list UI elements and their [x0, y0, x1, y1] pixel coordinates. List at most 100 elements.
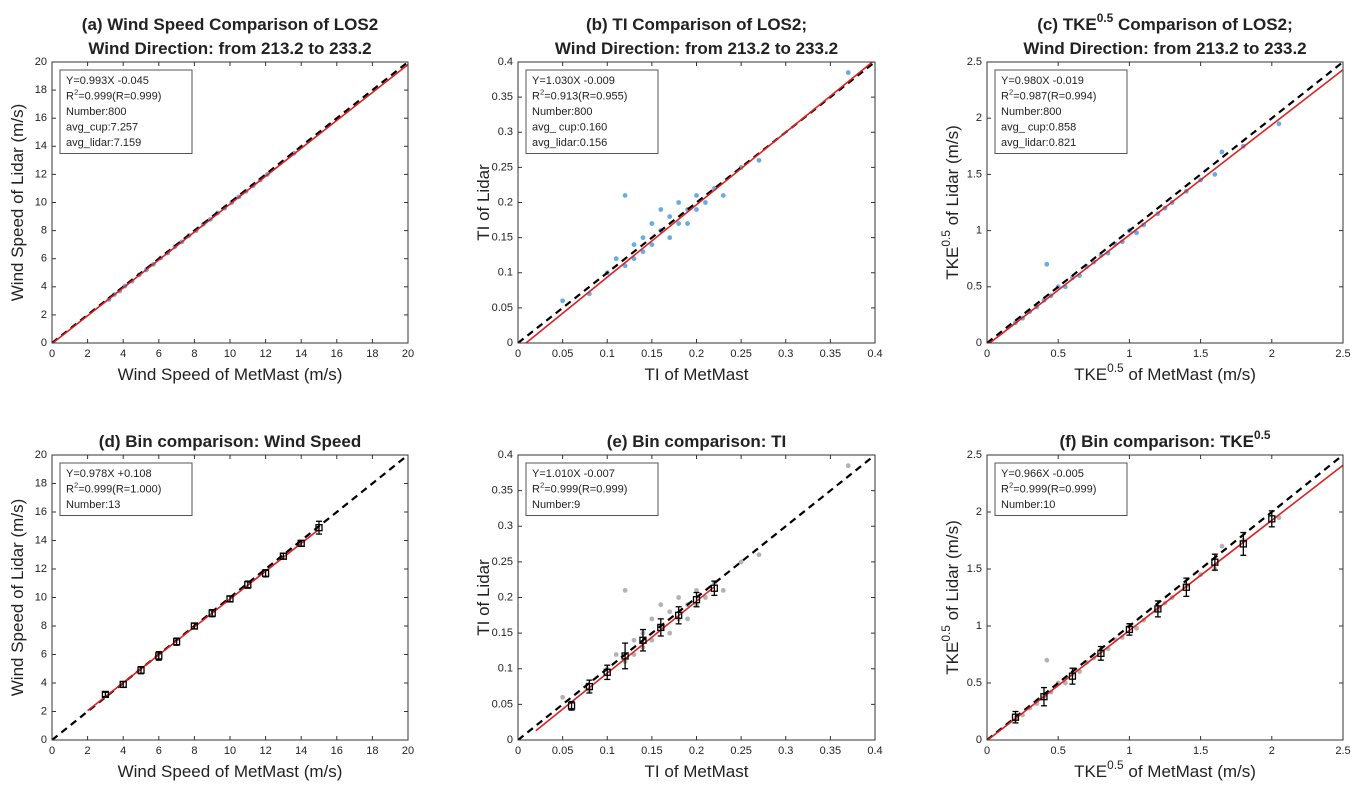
y-tick-label: 0.4 — [498, 56, 513, 68]
y-tick-label: 10 — [35, 591, 47, 603]
data-point — [1212, 172, 1218, 177]
bin-point — [1182, 583, 1191, 591]
y-tick-label: 1.5 — [967, 168, 982, 180]
data-point — [613, 652, 619, 657]
panel: (b) TI Comparison of LOS2; Wind Direction… — [474, 15, 882, 384]
data-point — [1044, 657, 1050, 663]
y-tick-label: 2 — [976, 506, 982, 518]
y-tick-label: 0.4 — [498, 449, 513, 461]
x-tick-label: 1.5 — [1193, 745, 1208, 757]
bin-point — [639, 636, 647, 644]
axes-box — [517, 61, 876, 344]
axes-box — [986, 454, 1344, 741]
y-tick-label: 2.5 — [967, 56, 982, 68]
annotation-line: R2=0.987(R=0.994) — [1001, 87, 1096, 102]
y-tick-label: 0.25 — [492, 556, 513, 568]
x-axis-label: TI of MetMast — [645, 365, 749, 384]
x-tick-label: 2 — [85, 745, 91, 757]
x-tick-label: 12 — [259, 745, 271, 757]
data-point — [1134, 230, 1139, 236]
data-point — [756, 157, 762, 163]
x-tick-label: 0 — [984, 348, 990, 360]
y-tick-label: 2 — [976, 112, 982, 124]
annotation-line-part: Y=1.010X -0.007 — [532, 468, 615, 480]
data-point — [667, 609, 673, 615]
annotation-line-part: =0.913(R=0.955) — [544, 90, 627, 102]
x-tick-label: 16 — [331, 745, 343, 757]
bin-point — [603, 668, 611, 676]
x-tick-label: 1 — [1126, 348, 1132, 360]
data-point — [631, 637, 637, 643]
bin-point — [190, 622, 199, 630]
data-point — [613, 256, 619, 262]
bin-point — [1125, 625, 1134, 634]
y-axis-label-sup: 0.5 — [939, 230, 953, 247]
y-tick-label: 0.3 — [498, 126, 513, 138]
y-axis-label: TI of Lidar — [474, 164, 493, 241]
x-axis-label-part: Wind Speed of MetMast (m/s) — [118, 762, 343, 781]
annotation-line-sup: 2 — [1009, 87, 1013, 96]
data-point — [622, 193, 628, 198]
annotation-line: R2=0.999(R=1.000) — [66, 480, 161, 495]
annotation-line-part: Number:800 — [532, 106, 593, 118]
annotation-line-part: R — [532, 90, 540, 102]
chart-title-part: (c) TKE — [1037, 15, 1097, 34]
y-tick-label: 1 — [976, 225, 982, 237]
bin-point — [1011, 713, 1020, 721]
y-tick-label: 6 — [41, 648, 47, 660]
fit-line — [525, 62, 874, 343]
annotation-line: Number:10 — [1001, 499, 1055, 511]
y-axis-label-part: Wind Speed of Lidar (m/s) — [8, 499, 27, 696]
bin-point — [621, 652, 629, 660]
annotation-line: avg_ cup:0.858 — [1001, 121, 1076, 133]
x-tick-label: 10 — [224, 745, 236, 757]
annotation-line-part: =0.999(R=1.000) — [78, 483, 161, 495]
x-tick-label: 0.05 — [552, 348, 573, 360]
axes-box — [517, 454, 876, 741]
panel: (f) Bin comparison: TKE0.50 0.5 1 1.5 2 2.500… — [939, 428, 1351, 781]
annotation-box — [994, 462, 1128, 516]
bin-point — [261, 569, 270, 577]
annotation-line: Number:800 — [1001, 106, 1062, 118]
annotation-line: avg_lidar:7.159 — [66, 137, 141, 149]
x-tick-label: 6 — [156, 745, 162, 757]
annotation-line: Number:800 — [66, 106, 127, 118]
x-tick-label: 20 — [402, 348, 414, 360]
y-tick-label: 0 — [41, 337, 47, 349]
annotation-line-part: R — [532, 483, 540, 495]
bin-point — [567, 702, 576, 710]
y-tick-label: 10 — [35, 196, 47, 208]
y-axis-label: TKE0.5 of Lidar (m/s) — [939, 520, 962, 674]
data-point — [667, 214, 673, 219]
y-tick-label: 14 — [35, 140, 47, 152]
x-tick-label: 2.5 — [1335, 745, 1350, 757]
annotation-line-part: Y=0.993X -0.045 — [66, 75, 149, 87]
x-axis-label-part: TKE — [1074, 762, 1107, 781]
chart-title: (d) Bin comparison: Wind Speed — [99, 432, 361, 451]
data-point — [560, 298, 566, 304]
annotation-line-part: avg_lidar:0.821 — [1001, 137, 1076, 149]
x-tick-label: 0.5 — [1051, 745, 1066, 757]
y-tick-label: 18 — [35, 477, 47, 489]
y-tick-label: 0 — [507, 734, 513, 746]
x-axis-label-part: TI of MetMast — [645, 365, 749, 384]
annotation-line: avg_ cup:0.160 — [532, 121, 607, 133]
data-point — [756, 552, 762, 558]
annotation-box — [525, 462, 659, 516]
y-tick-label: 8 — [41, 225, 47, 237]
y-tick-label: 0.3 — [498, 520, 513, 532]
y-tick-label: 0.2 — [498, 591, 513, 603]
x-axis-label-sup: 0.5 — [1107, 758, 1124, 772]
annotation-line-part: Y=0.966X -0.005 — [1001, 468, 1084, 480]
annotation-line-part: avg_cup:7.257 — [66, 121, 138, 133]
bin-point — [657, 623, 665, 632]
y-tick-label: 4 — [41, 281, 47, 293]
y-tick-label: 0.25 — [492, 161, 513, 173]
axes-box — [51, 454, 409, 741]
chart-title-part: (b) TI Comparison of LOS2; — [586, 15, 807, 34]
chart-title: Wind Direction: from 213.2 to 233.2 — [1023, 39, 1306, 58]
x-tick-label: 0.3 — [778, 745, 793, 757]
y-tick-label: 16 — [35, 506, 47, 518]
y-tick-label: 6 — [41, 253, 47, 265]
chart-title-part: Wind Direction: from 213.2 to 233.2 — [1023, 39, 1306, 58]
